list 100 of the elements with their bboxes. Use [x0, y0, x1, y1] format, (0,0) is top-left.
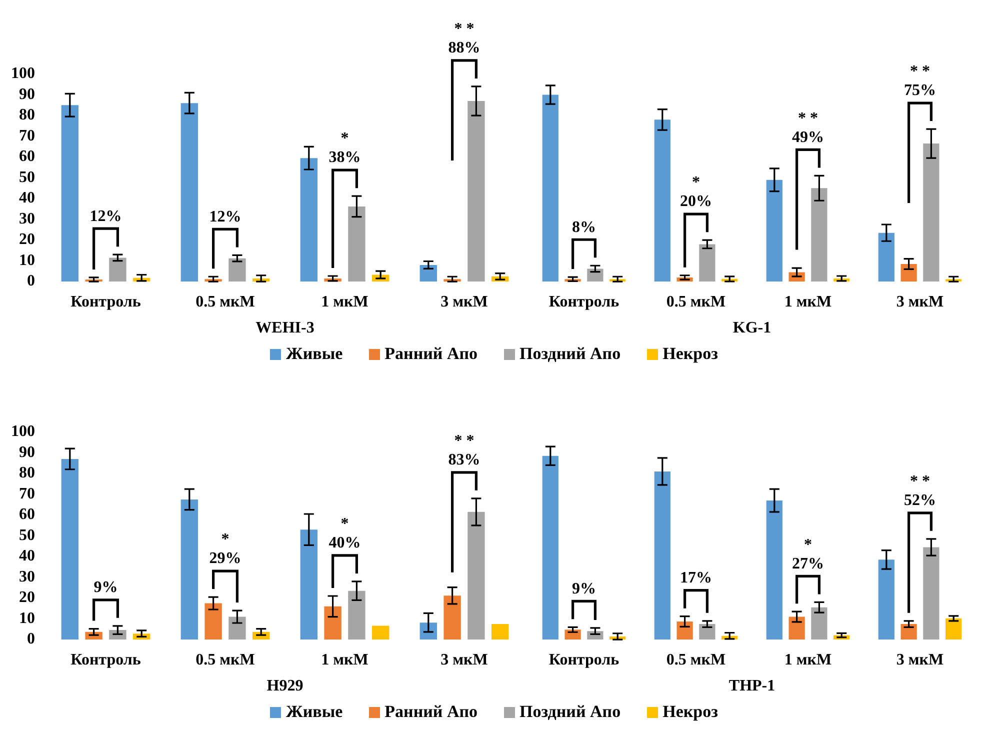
legend-label: Живые [286, 344, 343, 364]
y-tick-label: 20 [19, 231, 35, 248]
annotation: * * 52% [904, 473, 936, 510]
x-tick-label: Контроль [70, 651, 142, 668]
y-tick-label: 70 [19, 127, 35, 144]
bar [180, 103, 198, 282]
y-tick-label: 20 [19, 589, 35, 606]
x-axis-title: WEHI-3 [256, 320, 314, 337]
x-tick-label: 3 мкМ [440, 651, 488, 668]
annotation: 12% [90, 208, 122, 225]
y-tick-label: 50 [19, 168, 35, 186]
y-tick-label: 90 [19, 444, 35, 461]
bar [878, 560, 894, 640]
bar [676, 622, 693, 640]
legend-label: Поздний Апо [520, 702, 621, 722]
bar [946, 618, 962, 640]
bar [300, 158, 318, 282]
annotation: * 40% [328, 516, 361, 552]
y-tick-label: 0 [27, 630, 35, 648]
bar [324, 606, 342, 640]
y-tick-label: 80 [19, 464, 35, 482]
y-tick-label: 10 [19, 610, 35, 627]
y-tick-label: 70 [19, 485, 35, 502]
bar [923, 547, 940, 640]
bar [699, 624, 716, 640]
bar [766, 180, 782, 282]
bar [900, 264, 917, 282]
legend-label: Некроз [662, 344, 718, 364]
legend-label: Поздний Апо [520, 344, 621, 364]
bar [228, 616, 246, 640]
bar [300, 530, 318, 640]
bar [180, 499, 198, 640]
bar [766, 500, 782, 640]
annotation: 9% [572, 580, 596, 598]
legend-label: Ранний Апо [384, 702, 478, 722]
bar [109, 258, 126, 282]
annotation: * 20% [680, 174, 712, 210]
bar [811, 607, 828, 640]
y-tick-label: 60 [19, 506, 35, 524]
annotation: * * 75% [904, 63, 936, 100]
annotation: * 38% [328, 130, 361, 166]
bar [811, 188, 828, 282]
y-tick-label: 40 [19, 190, 35, 207]
x-tick-label: 3 мкМ [440, 293, 488, 310]
annotation: 17% [680, 569, 712, 586]
bar [542, 94, 558, 282]
text: * * 88% [448, 20, 480, 57]
x-tick-label: 1 мкМ [321, 293, 368, 310]
y-tick-label: 50 [19, 526, 35, 544]
bar [788, 616, 805, 640]
y-tick-label: 60 [19, 148, 35, 166]
bar [228, 258, 246, 282]
y-tick-label: 30 [19, 568, 35, 586]
x-tick-label: 3 мкМ [896, 651, 944, 668]
annotation: * * 83% [448, 432, 480, 469]
x-tick-label: 1 мкМ [784, 293, 832, 310]
bar [900, 624, 917, 640]
bar [61, 458, 79, 640]
bar [491, 624, 509, 640]
x-tick-label: 0.5 мкМ [196, 651, 255, 668]
x-tick-label: 0.5 мкМ [666, 651, 726, 668]
x-tick-label: 3 мкМ [896, 293, 944, 310]
bar [654, 120, 670, 282]
y-tick-label: 30 [19, 210, 35, 228]
bar [468, 512, 485, 640]
bar [348, 590, 366, 640]
bar [61, 105, 79, 282]
x-tick-label: 0.5 мкМ [196, 293, 255, 310]
y-tick-label: 90 [19, 86, 35, 103]
bar [587, 268, 604, 282]
x-tick-label: Контроль [548, 651, 620, 668]
annotation: * 29% [209, 531, 242, 568]
x-tick-label: 1 мкМ [321, 651, 368, 668]
y-tick-label: 10 [19, 252, 35, 269]
bar [348, 206, 366, 282]
x-tick-label: Контроль [548, 293, 620, 310]
annotation: * 27% [792, 536, 824, 572]
y-tick-label: 100 [11, 423, 35, 440]
bar [444, 596, 461, 640]
bar [420, 264, 438, 282]
legend-label: Некроз [662, 702, 718, 722]
annotation: 9% [94, 579, 118, 596]
y-tick-label: 40 [19, 548, 35, 565]
annotation: 8% [572, 218, 596, 236]
annotation: * * 49% [792, 110, 824, 146]
y-tick-label: 100 [11, 65, 35, 82]
bar [923, 144, 940, 282]
y-tick-label: 0 [27, 272, 35, 290]
x-tick-label: Контроль [70, 293, 142, 310]
x-axis-title: THP-1 [728, 678, 776, 695]
legend-label: Живые [286, 702, 343, 722]
x-tick-label: 1 мкМ [784, 651, 832, 668]
x-tick-label: 0.5 мкМ [666, 293, 726, 310]
x-axis-title: KG-1 [732, 320, 772, 337]
legend-label: Ранний Апо [384, 344, 478, 364]
y-tick-label: 80 [19, 106, 35, 124]
bar [699, 244, 716, 282]
bar [204, 603, 222, 640]
bar [468, 100, 485, 282]
annotation: 12% [209, 208, 242, 226]
